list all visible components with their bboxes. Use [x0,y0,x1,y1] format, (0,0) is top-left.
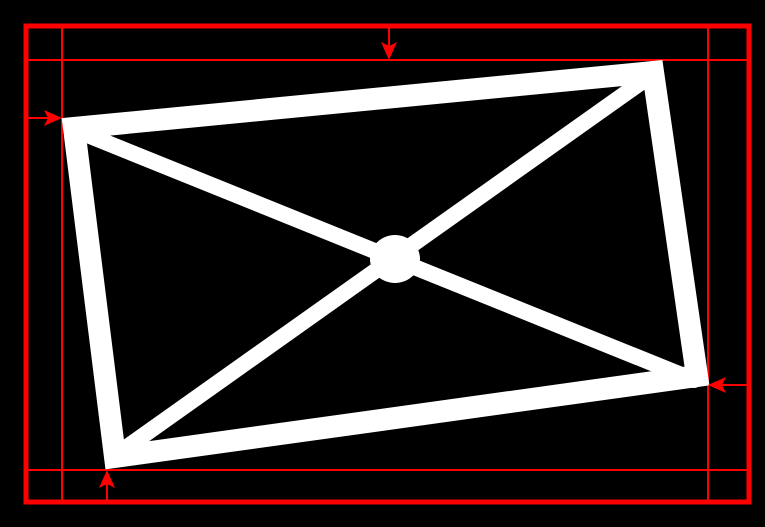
arrows [26,26,749,502]
outer-frame [23,23,752,505]
center-dot [370,235,420,283]
right-arrow-left [708,377,749,393]
top-arrow-down [381,26,397,60]
left-arrow-right [26,110,62,126]
bottom-arrow-up [99,470,115,502]
guide-lines [26,26,749,502]
